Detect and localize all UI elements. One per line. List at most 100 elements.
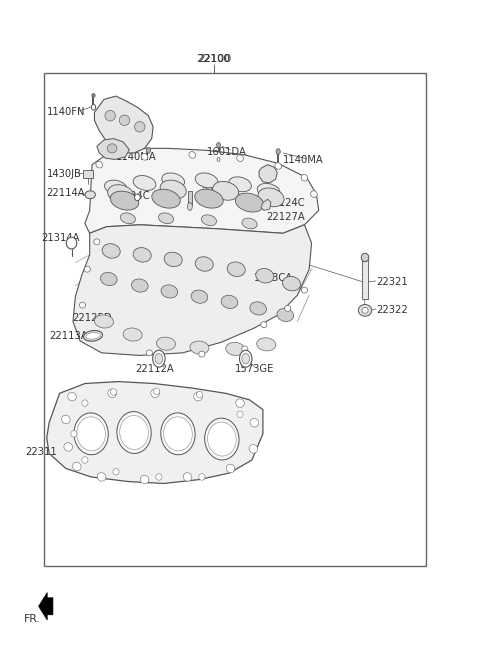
Polygon shape: [73, 225, 312, 356]
Ellipse shape: [84, 266, 90, 272]
Ellipse shape: [117, 411, 151, 453]
Ellipse shape: [277, 308, 294, 321]
Ellipse shape: [82, 400, 88, 406]
Ellipse shape: [134, 121, 145, 132]
Ellipse shape: [359, 304, 372, 316]
Ellipse shape: [188, 203, 192, 211]
Ellipse shape: [235, 193, 264, 212]
Ellipse shape: [158, 213, 174, 224]
Ellipse shape: [68, 392, 76, 401]
Ellipse shape: [226, 464, 235, 473]
Ellipse shape: [120, 415, 148, 449]
Text: 22127A: 22127A: [267, 212, 305, 222]
Ellipse shape: [156, 474, 162, 480]
Polygon shape: [97, 138, 129, 159]
Ellipse shape: [105, 110, 116, 121]
Text: 1430JB: 1430JB: [47, 169, 82, 180]
Text: 21314A: 21314A: [41, 233, 80, 243]
Ellipse shape: [132, 279, 148, 292]
Ellipse shape: [216, 142, 220, 148]
Text: 22124C: 22124C: [267, 197, 305, 207]
Ellipse shape: [285, 306, 291, 312]
Text: 1140FN: 1140FN: [47, 108, 85, 117]
Ellipse shape: [227, 262, 245, 276]
Ellipse shape: [161, 285, 178, 298]
Ellipse shape: [85, 191, 96, 199]
Ellipse shape: [226, 342, 245, 356]
Ellipse shape: [199, 351, 205, 357]
Ellipse shape: [196, 392, 203, 398]
Ellipse shape: [237, 411, 243, 417]
Ellipse shape: [94, 239, 100, 245]
Ellipse shape: [105, 180, 127, 195]
Ellipse shape: [362, 308, 368, 314]
Ellipse shape: [123, 328, 142, 341]
Ellipse shape: [156, 337, 176, 350]
Ellipse shape: [133, 247, 151, 262]
Ellipse shape: [250, 302, 266, 315]
Ellipse shape: [258, 188, 284, 207]
Ellipse shape: [213, 182, 239, 200]
Ellipse shape: [257, 338, 276, 351]
Text: 22100: 22100: [198, 54, 229, 64]
Ellipse shape: [228, 177, 252, 192]
Ellipse shape: [96, 161, 103, 168]
Text: 1153CA: 1153CA: [254, 273, 293, 283]
Ellipse shape: [276, 149, 280, 155]
Ellipse shape: [261, 322, 267, 328]
Ellipse shape: [202, 215, 216, 226]
Ellipse shape: [102, 243, 120, 258]
Ellipse shape: [64, 443, 72, 451]
Ellipse shape: [250, 419, 259, 427]
Ellipse shape: [146, 350, 153, 356]
Ellipse shape: [92, 94, 95, 97]
Ellipse shape: [194, 392, 202, 401]
Ellipse shape: [237, 155, 243, 161]
Ellipse shape: [95, 315, 114, 328]
Text: 1573GE: 1573GE: [235, 364, 275, 374]
Ellipse shape: [195, 189, 223, 208]
Ellipse shape: [241, 346, 248, 352]
Ellipse shape: [301, 287, 308, 293]
Bar: [83, 170, 93, 178]
Text: FR.: FR.: [24, 613, 41, 624]
Ellipse shape: [283, 276, 300, 291]
Ellipse shape: [195, 256, 213, 271]
Ellipse shape: [120, 213, 135, 224]
Ellipse shape: [249, 445, 258, 453]
Ellipse shape: [108, 185, 134, 203]
Ellipse shape: [275, 163, 281, 169]
Ellipse shape: [66, 237, 77, 249]
Ellipse shape: [72, 462, 81, 471]
Ellipse shape: [82, 457, 88, 463]
Ellipse shape: [91, 104, 96, 110]
Ellipse shape: [221, 295, 238, 308]
Ellipse shape: [79, 302, 85, 308]
Ellipse shape: [204, 418, 239, 460]
Bar: [188, 191, 192, 205]
Ellipse shape: [74, 413, 108, 455]
Text: 22100: 22100: [196, 54, 231, 64]
Ellipse shape: [77, 417, 106, 451]
Ellipse shape: [146, 148, 151, 154]
Text: 22114A: 22114A: [47, 188, 85, 198]
Text: 22321: 22321: [376, 277, 408, 287]
Text: 1140MA: 1140MA: [116, 152, 156, 162]
Ellipse shape: [152, 189, 180, 208]
Polygon shape: [261, 199, 271, 211]
Ellipse shape: [242, 218, 257, 229]
Ellipse shape: [190, 341, 209, 354]
Text: 22322: 22322: [376, 305, 408, 316]
Text: 22113A: 22113A: [49, 331, 88, 342]
Ellipse shape: [236, 399, 244, 407]
Ellipse shape: [207, 422, 236, 456]
Ellipse shape: [140, 476, 149, 484]
Ellipse shape: [133, 176, 156, 190]
Ellipse shape: [161, 413, 195, 455]
Ellipse shape: [110, 191, 139, 210]
Ellipse shape: [217, 157, 220, 161]
Ellipse shape: [301, 174, 308, 181]
Ellipse shape: [195, 173, 218, 188]
Ellipse shape: [84, 331, 103, 341]
Polygon shape: [95, 96, 153, 153]
